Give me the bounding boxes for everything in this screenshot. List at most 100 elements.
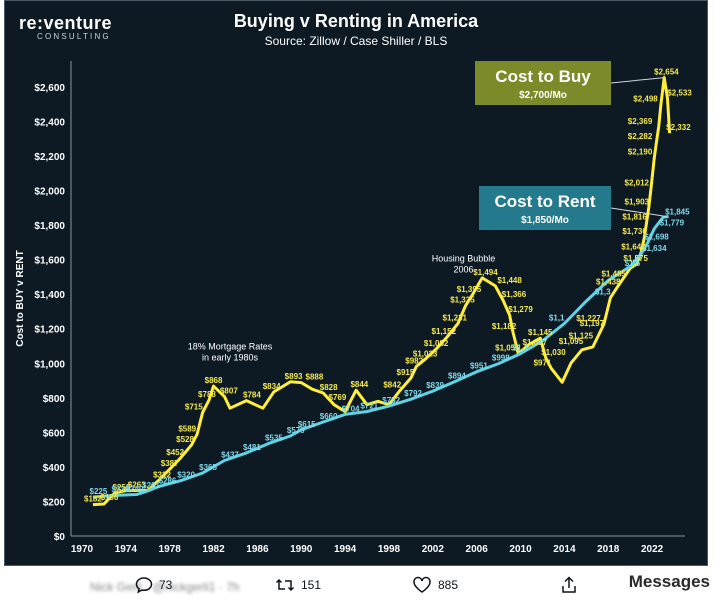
y-tick-label: $1,400 (34, 290, 65, 301)
data-label: $2,654 (654, 68, 679, 77)
reply-count: 73 (159, 578, 173, 592)
tweet-footer: Nick Gerli · @nickgerli1 · 7h 73 151 885… (0, 566, 714, 600)
plot-area: $0 $200 $400 $600 $800 $1,000 $1,200 $1,400 $1,6… (15, 61, 692, 555)
callout-value: $2,700/Mo (519, 90, 567, 101)
heart-icon (413, 576, 431, 593)
data-label: $834 (263, 382, 281, 391)
y-axis-label: Cost to BUY v RENT (15, 250, 26, 347)
data-label: $225 (90, 487, 108, 496)
data-label: $893 (285, 372, 303, 381)
x-tick-label: 2018 (597, 544, 620, 555)
callout-title: Cost to Rent (494, 192, 595, 211)
data-label: $721 (360, 401, 378, 410)
data-label: $752 (382, 396, 400, 405)
data-label: $2,369 (628, 117, 653, 126)
data-label: $1,030 (541, 348, 566, 357)
data-label: $807 (220, 387, 238, 396)
x-tick-label: 2014 (553, 544, 576, 555)
chart-subtitle: Source: Zillow / Case Shiller / BLS (264, 34, 448, 48)
brand-logo: re:venture CONSULTING (19, 13, 112, 41)
x-tick-label: 1970 (71, 544, 94, 555)
x-tick-label: 1974 (115, 544, 138, 555)
data-label: $784 (243, 391, 261, 400)
y-tick-label: $400 (43, 463, 66, 474)
data-label: $1,779 (660, 219, 685, 228)
y-tick-label: $200 (43, 497, 66, 508)
x-tick-label: 1998 (378, 544, 401, 555)
data-label: $2,282 (628, 132, 653, 141)
data-label: $240 (126, 485, 144, 494)
callout-leader (610, 207, 667, 217)
x-tick-label: 2010 (509, 544, 532, 555)
data-label: $660 (320, 412, 338, 421)
data-label: $915 (397, 368, 415, 377)
data-label: $615 (298, 420, 316, 429)
data-label: $1,087 (523, 338, 548, 347)
data-label: $452 (166, 448, 184, 457)
data-label: $839 (426, 381, 444, 390)
data-label: $2,012 (625, 178, 650, 187)
retweet-icon (275, 578, 295, 592)
data-label: $186 (100, 493, 118, 502)
y-tick-label: $1,200 (34, 325, 65, 336)
data-label: $1,231 (443, 313, 468, 322)
data-label: $230 (111, 485, 129, 494)
data-label: $437 (221, 451, 239, 460)
data-label: $1,1 (549, 314, 565, 323)
reply-action[interactable]: 73 (135, 576, 172, 594)
data-label: $868 (205, 376, 223, 385)
data-label: $261 (142, 481, 160, 490)
data-label: $842 (383, 381, 401, 390)
retweet-action[interactable]: 151 (275, 576, 321, 594)
data-label: $1,082 (424, 339, 449, 348)
data-label: $286 (159, 477, 177, 486)
data-label: $1,845 (665, 207, 690, 216)
data-label: $589 (178, 424, 196, 433)
y-tick-label: $0 (54, 532, 66, 543)
y-tick-label: $800 (43, 394, 66, 405)
callout-box (475, 61, 611, 105)
like-action[interactable]: 885 (412, 576, 458, 594)
series-line-rent (92, 215, 669, 499)
callout-leader (610, 77, 665, 84)
brand-name: re:venture (19, 13, 113, 33)
data-label: $1,634 (642, 244, 667, 253)
data-label: $2,498 (633, 95, 658, 104)
data-label: $1,494 (473, 268, 498, 277)
data-label: $1,730 (622, 227, 647, 236)
brand-sub: CONSULTING (37, 32, 111, 41)
data-label: $1,197 (580, 319, 605, 328)
x-tick-label: 2022 (641, 544, 664, 555)
data-label: $1,395 (457, 285, 482, 294)
callout-box (479, 186, 611, 230)
data-label: $1,125 (569, 332, 594, 341)
data-label: $769 (329, 393, 347, 402)
annotation-line2: 2006 (454, 264, 474, 274)
data-label: $1,279 (508, 305, 533, 314)
x-tick-label: 2006 (466, 544, 489, 555)
annotation-line2: in early 1980s (202, 352, 259, 362)
data-label: $1,1 (513, 344, 529, 353)
data-label: $250 (113, 483, 131, 492)
share-action[interactable] (560, 576, 578, 594)
data-label: $579 (287, 426, 305, 435)
data-label: $387 (161, 459, 179, 468)
data-label: $1,227 (576, 314, 601, 323)
data-label: $1,485 (601, 270, 626, 279)
retweet-count: 151 (301, 578, 322, 592)
data-label: $1,448 (497, 276, 522, 285)
data-label: $263 (128, 481, 146, 490)
data-label: $998 (492, 354, 510, 363)
data-label: $1,145 (528, 328, 553, 337)
data-label: $1,5 (625, 259, 641, 268)
data-label: $1,3 (595, 288, 611, 297)
messages-label[interactable]: Messages (628, 572, 710, 591)
data-label: $1,152 (432, 327, 457, 336)
data-label: $1,575 (623, 254, 648, 263)
blurred-author: Nick Gerli · @nickgerli1 · 7h (90, 580, 240, 594)
data-label: $888 (306, 373, 324, 382)
x-tick-label: 1978 (159, 544, 182, 555)
data-label: $704 (342, 404, 360, 413)
data-label: $1,335 (450, 295, 475, 304)
like-count: 885 (438, 578, 459, 592)
